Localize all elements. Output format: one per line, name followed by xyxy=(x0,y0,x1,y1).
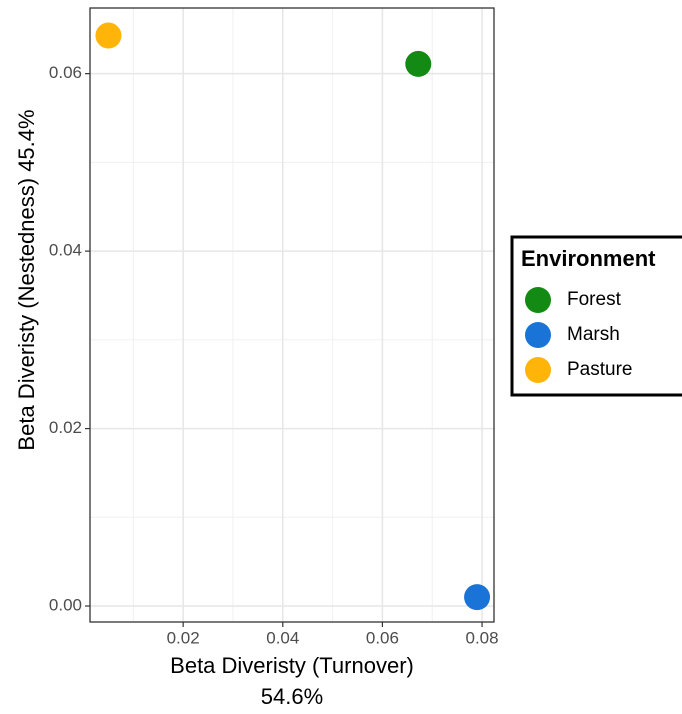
scatter-point xyxy=(464,584,491,611)
legend-label: Forest xyxy=(567,289,622,310)
y-axis-title: Beta Diveristy (Nestedness) 45.4% xyxy=(14,109,39,450)
y-tick-label: 0.00 xyxy=(49,596,82,615)
y-tick-label: 0.04 xyxy=(49,241,82,260)
x-tick-label: 0.02 xyxy=(167,628,200,647)
y-tick-label: 0.02 xyxy=(49,418,82,437)
y-tick-label: 0.06 xyxy=(49,63,82,82)
x-tick-label: 0.08 xyxy=(465,628,498,647)
x-tick-label: 0.04 xyxy=(266,628,299,647)
plot-border xyxy=(89,7,495,623)
scatter-point xyxy=(95,22,122,49)
x-axis-title: Beta Diveristy (Turnover) xyxy=(170,653,414,678)
legend-label: Pasture xyxy=(567,359,632,380)
x-tick-label: 0.06 xyxy=(366,628,399,647)
x-axis-subtitle: 54.6% xyxy=(261,684,323,709)
plot-background xyxy=(90,8,494,622)
legend-title: Environment xyxy=(521,246,656,271)
legend-marker xyxy=(525,322,551,348)
legend-label: Marsh xyxy=(567,324,620,345)
legend-marker xyxy=(525,287,551,313)
legend-marker xyxy=(525,357,551,383)
scatter-point xyxy=(405,50,432,77)
